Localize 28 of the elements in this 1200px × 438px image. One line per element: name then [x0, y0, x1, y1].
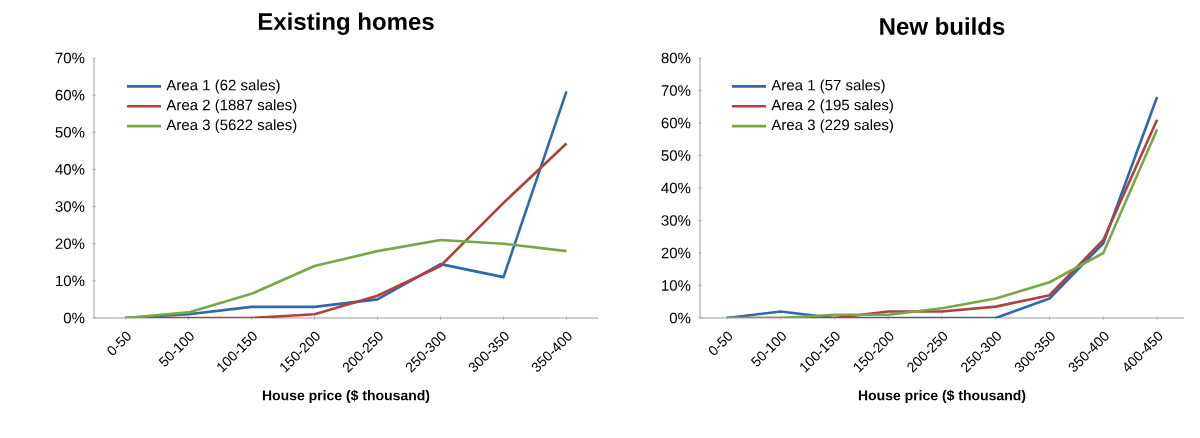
- legend-label: Area 1 (62 sales): [166, 79, 280, 94]
- y-tick-label: 0%: [669, 312, 691, 324]
- y-tick-label: 60%: [661, 117, 691, 129]
- y-tick-label: 20%: [661, 247, 691, 259]
- line-series: [124, 238, 568, 318]
- y-tick-label: 70%: [661, 85, 691, 96]
- x-axis-title: House price ($ thousand): [858, 389, 1026, 404]
- y-tick-label: 10%: [662, 280, 691, 291]
- y-tick-label: 80%: [661, 52, 691, 64]
- y-tick-label: 30%: [55, 201, 85, 212]
- chart-title: Existing homes: [258, 12, 434, 35]
- y-tick-label: 40%: [661, 182, 691, 194]
- y-tick-label: 50%: [661, 150, 691, 161]
- chart-title: New builds: [880, 17, 1005, 35]
- legend-label: Area 2 (195 sales): [771, 99, 893, 114]
- y-tick-label: 60%: [55, 89, 85, 101]
- y-tick-label: 50%: [55, 126, 85, 138]
- x-axis-title: House price ($ thousand): [262, 389, 430, 404]
- legend-label: Area 3 (5622 sales): [166, 119, 297, 134]
- legend-label: Area 2 (1887 sales): [166, 99, 297, 114]
- y-tick-label: 10%: [56, 275, 85, 287]
- legend-label: Area 1 (57 sales): [771, 79, 885, 94]
- y-tick-label: 20%: [55, 238, 85, 250]
- y-tick-label: 70%: [55, 52, 85, 64]
- legend-label: Area 3 (229 sales): [771, 119, 893, 134]
- y-tick-label: 40%: [55, 164, 85, 175]
- y-tick-label: 0%: [63, 312, 85, 324]
- y-tick-label: 30%: [661, 215, 691, 226]
